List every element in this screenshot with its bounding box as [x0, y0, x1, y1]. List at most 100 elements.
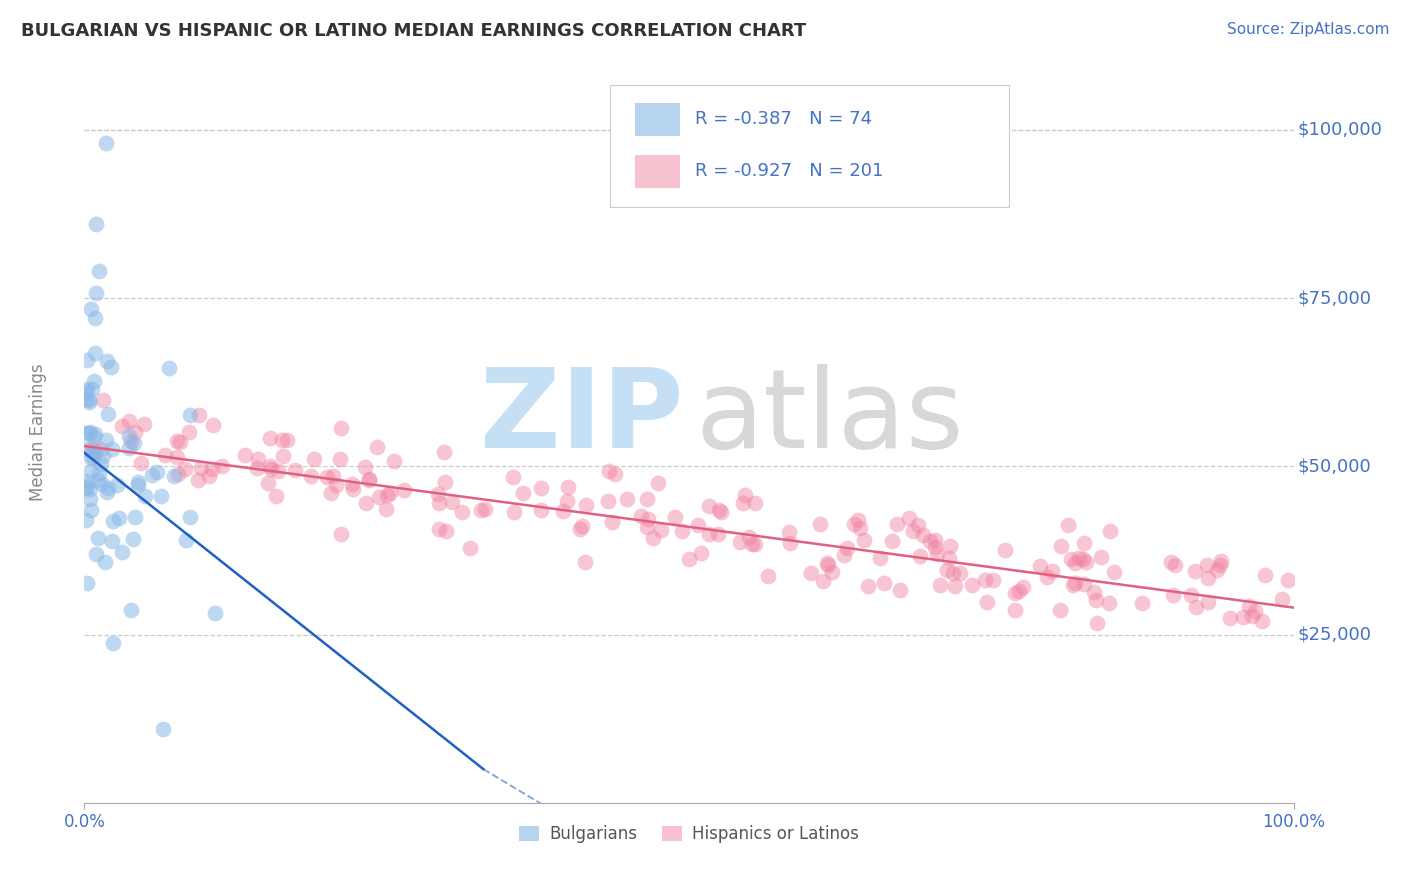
Point: [117, 414, 139, 428]
Point: [246, 460, 269, 475]
Point: [574, 555, 596, 569]
Point: [302, 451, 325, 466]
Point: [375, 488, 398, 502]
Point: [366, 440, 388, 454]
Point: [100, 359, 122, 374]
Point: [1098, 596, 1121, 610]
Point: [80, 382, 103, 396]
Point: [678, 552, 700, 566]
Point: [177, 425, 200, 440]
Point: [101, 636, 124, 650]
Point: [575, 499, 598, 513]
Point: [157, 361, 180, 376]
Point: [636, 520, 658, 534]
Point: [202, 417, 225, 432]
Point: [86, 217, 108, 231]
Point: [800, 566, 823, 581]
Point: [84, 311, 107, 326]
Point: [87, 473, 110, 487]
Point: [267, 464, 290, 478]
Point: [1090, 550, 1112, 565]
Point: [153, 448, 176, 462]
Point: [1004, 603, 1026, 617]
Point: [378, 485, 401, 500]
Point: [938, 551, 960, 566]
Point: [440, 495, 463, 509]
Point: [842, 517, 865, 532]
Point: [856, 579, 879, 593]
Point: [75, 513, 97, 527]
Point: [569, 522, 592, 536]
Point: [83, 430, 105, 444]
Point: [832, 549, 855, 563]
Point: [835, 541, 858, 555]
Point: [179, 408, 201, 422]
Point: [808, 516, 831, 531]
Bar: [634, 154, 681, 188]
Point: [630, 508, 652, 523]
Point: [79, 483, 101, 497]
Point: [132, 417, 155, 431]
Point: [79, 426, 101, 441]
Point: [1067, 551, 1090, 566]
Point: [75, 442, 97, 457]
Point: [150, 490, 173, 504]
Point: [636, 492, 658, 507]
Point: [912, 527, 935, 541]
Point: [75, 392, 97, 406]
Point: [993, 543, 1015, 558]
Point: [166, 450, 188, 464]
Point: [939, 539, 962, 553]
Point: [1073, 536, 1095, 550]
Point: [1050, 539, 1073, 553]
Point: [127, 477, 149, 491]
Point: [179, 509, 201, 524]
Point: [322, 469, 344, 483]
Point: [728, 534, 751, 549]
Point: [382, 454, 405, 468]
Text: ZIP: ZIP: [479, 364, 683, 471]
Point: [1254, 568, 1277, 582]
Point: [357, 472, 380, 486]
Point: [973, 574, 995, 588]
Point: [354, 496, 377, 510]
Point: [962, 577, 984, 591]
Point: [707, 503, 730, 517]
Point: [882, 533, 904, 548]
Point: [374, 502, 396, 516]
Point: [1219, 611, 1241, 625]
Point: [188, 408, 211, 422]
Point: [97, 407, 120, 421]
Point: [1164, 558, 1187, 573]
Point: [907, 518, 929, 533]
Text: $100,000: $100,000: [1298, 120, 1382, 139]
Point: [325, 478, 347, 492]
Point: [198, 469, 221, 483]
Point: [1004, 586, 1026, 600]
Point: [110, 545, 132, 559]
Point: [433, 445, 456, 459]
Point: [650, 523, 672, 537]
Point: [120, 434, 142, 448]
Point: [427, 523, 450, 537]
Point: [76, 382, 98, 396]
Point: [942, 566, 965, 580]
Point: [744, 496, 766, 510]
Point: [1074, 555, 1097, 569]
Point: [233, 448, 256, 462]
Point: [357, 473, 380, 487]
Text: Source: ZipAtlas.com: Source: ZipAtlas.com: [1226, 22, 1389, 37]
Point: [1160, 555, 1182, 569]
Point: [1084, 592, 1107, 607]
Point: [981, 573, 1004, 587]
Point: [671, 524, 693, 538]
Point: [1161, 588, 1184, 602]
Point: [84, 427, 107, 442]
Point: [949, 566, 972, 580]
Point: [924, 540, 946, 554]
Point: [945, 579, 967, 593]
Point: [90, 442, 112, 456]
Point: [817, 558, 839, 573]
Point: [741, 537, 763, 551]
Text: Median Earnings: Median Earnings: [30, 364, 48, 501]
